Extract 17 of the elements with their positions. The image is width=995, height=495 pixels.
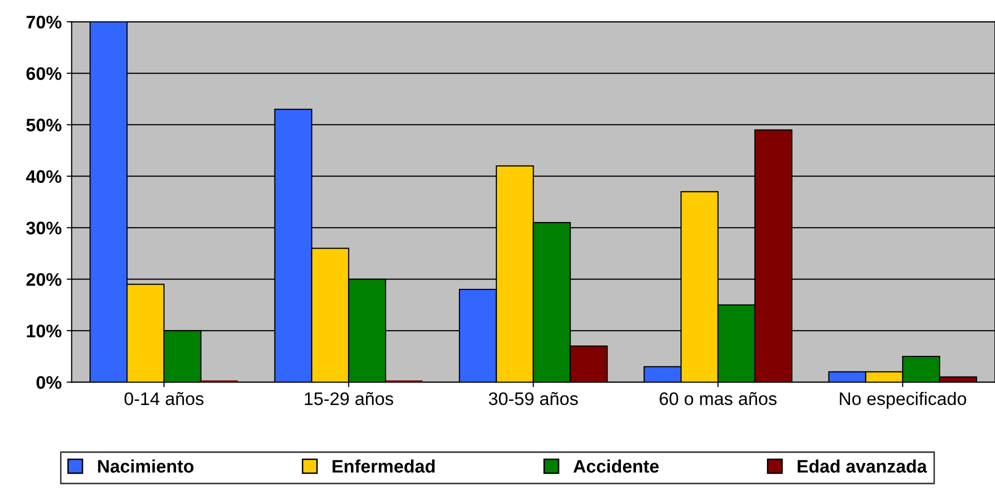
y-tick-label: 0% bbox=[36, 376, 62, 389]
x-tick-label: 60 o mas años bbox=[660, 392, 777, 406]
y-tick-label: 30% bbox=[26, 222, 62, 234]
y-tick-label: 20% bbox=[26, 273, 62, 286]
y-tick-label: 40% bbox=[26, 170, 62, 183]
legend-label: Accidente bbox=[573, 459, 659, 473]
legend-label: Nacimiento bbox=[98, 459, 194, 473]
y-tick-label: 50% bbox=[26, 118, 62, 132]
x-tick-label: No especificado bbox=[840, 392, 966, 409]
x-tick-label: 0-14 años bbox=[124, 392, 204, 406]
legend-label: Edad avanzada bbox=[798, 459, 928, 473]
legend-label: Enfermedad bbox=[332, 459, 435, 473]
x-tick-label: 30-59 años bbox=[488, 392, 578, 406]
x-tick-label: 15-29 años bbox=[304, 392, 394, 406]
y-tick-label: 60% bbox=[26, 67, 62, 80]
y-tick-label: 10% bbox=[26, 324, 62, 338]
y-tick-label: 70% bbox=[26, 16, 62, 28]
